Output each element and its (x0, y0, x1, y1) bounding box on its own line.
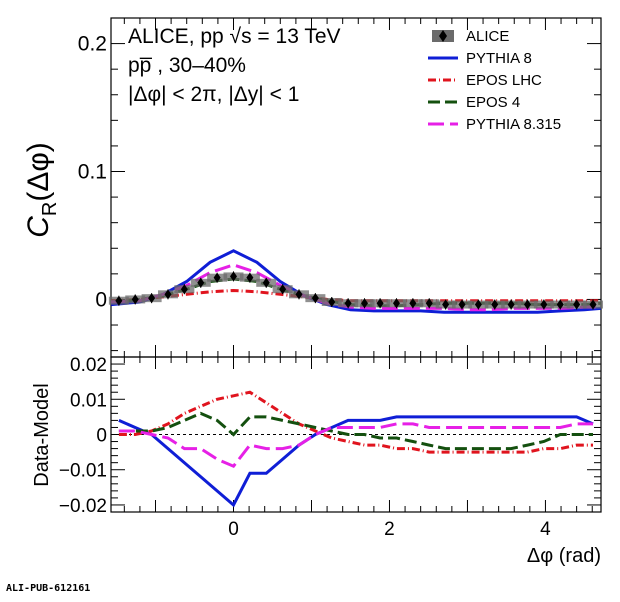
bottom-ytick-label: −0.01 (59, 461, 107, 482)
alice-data-point (507, 299, 515, 310)
alice-data-point (344, 298, 352, 309)
alice-data-point (164, 289, 172, 300)
alice-data-point (425, 298, 433, 309)
alice-data-point (491, 299, 499, 310)
alice-data-point (197, 277, 205, 288)
annotation-line: ALICE, pp √s = 13 TeV (128, 25, 341, 48)
alice-data-point (262, 277, 270, 288)
bottom-pythia-8-315-line (118, 422, 593, 469)
bottom-ytick-label: 0.01 (70, 390, 107, 411)
alice-data-point (540, 299, 548, 310)
alice-data-point (556, 299, 564, 310)
top-ytick-label: 0 (95, 288, 107, 311)
legend-label: ALICE (466, 28, 509, 45)
alice-data-point (148, 293, 156, 304)
alice-data-point (311, 293, 319, 304)
footer-label: ALI-PUB-612161 (6, 583, 91, 594)
annotations: ALICE, pp √s = 13 TeV pp̅ , 30–40% |Δφ| < … (128, 25, 341, 106)
top-panel: 0 0.1 0.2 (78, 17, 604, 358)
xtick-label: 4 (540, 519, 551, 540)
alice-data-point (458, 299, 466, 310)
top-ytick-label: 0.2 (78, 33, 107, 56)
alice-data-point (589, 299, 597, 310)
x-axis-title: Δφ (rad) (527, 545, 601, 567)
xtick-label: 0 (228, 519, 239, 540)
alice-data-point (279, 284, 287, 295)
alice-data-point (328, 296, 336, 307)
top-ytick-label: 0.1 (78, 161, 107, 184)
legend-label: EPOS 4 (466, 94, 520, 111)
alice-data-point (115, 295, 123, 306)
bottom-epos-lhc-line (118, 390, 593, 454)
top-pythia-8-line (110, 249, 601, 314)
alice-data-point (180, 284, 188, 295)
alice-data-point (213, 272, 221, 283)
alice-data-point (442, 299, 450, 310)
alice-data-point (474, 299, 482, 310)
bottom-epos-4-line (118, 411, 593, 451)
bottom-ytick-label: 0 (96, 426, 107, 447)
legend-label: PYTHIA 8 (466, 50, 532, 67)
axis-titles: CR(Δφ) Data-Model Δφ (rad) (22, 142, 601, 567)
bottom-ytick-label: 0.02 (70, 355, 107, 376)
alice-data-point (230, 271, 237, 282)
legend-label: EPOS LHC (466, 72, 542, 89)
alice-data-point (524, 299, 532, 310)
bottom-y-axis-title: Data-Model (31, 383, 53, 486)
alice-data-point (131, 294, 139, 305)
annotation-line: |Δφ| < 2π, |Δy| < 1 (128, 83, 299, 106)
legend-label: PYTHIA 8.315 (466, 116, 561, 133)
bottom-pythia-8-line (118, 415, 594, 508)
alice-data-point (392, 298, 400, 309)
alice-data-point (295, 289, 303, 300)
alice-data-point (246, 272, 254, 283)
legend-alice-marker (439, 30, 447, 42)
bottom-panel: −0.02 −0.01 0 0.01 0.02 0 2 4 (59, 355, 602, 540)
legend: ALICE PYTHIA 8 EPOS LHC EPOS 4 PYTHIA 8.315 (428, 28, 561, 133)
alice-data-point (409, 298, 417, 309)
xtick-label: 2 (384, 519, 395, 540)
bottom-ytick-label: −0.02 (59, 496, 107, 517)
annotation-line: pp̅ , 30–40% (128, 54, 246, 77)
alice-data-point (361, 298, 369, 309)
top-y-axis-title: CR(Δφ) (22, 142, 61, 238)
alice-data-point (573, 299, 581, 310)
alice-data-point (376, 298, 384, 309)
